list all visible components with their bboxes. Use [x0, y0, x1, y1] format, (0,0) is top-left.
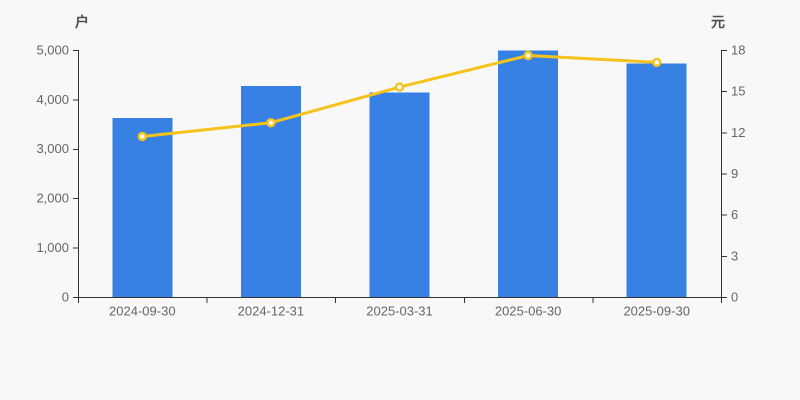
left-axis-tick-label: 2,000: [36, 191, 69, 206]
x-axis-label: 2025-06-30: [495, 303, 562, 318]
bar-2025-03-31[interactable]: [369, 92, 430, 297]
left-axis-tick-label: 0: [62, 289, 69, 304]
right-axis-tick-label: 18: [731, 42, 745, 57]
left-axis-name: 户: [75, 14, 89, 30]
right-axis-tick-label: 12: [731, 125, 745, 140]
line-point-2025-03-31[interactable]: [394, 82, 405, 92]
left-axis-tick-label: 3,000: [36, 141, 69, 156]
left-axis-tick-label: 4,000: [36, 92, 69, 107]
right-axis-tick-label: 15: [731, 84, 745, 99]
right-axis-tick-label: 9: [731, 166, 738, 181]
x-axis-label: 2024-09-30: [109, 303, 176, 318]
x-axis-label: 2025-09-30: [623, 303, 690, 318]
left-axis-tick-label: 1,000: [36, 240, 69, 255]
right-axis-tick-label: 6: [731, 207, 738, 222]
bar-2024-09-30[interactable]: [112, 118, 173, 297]
bar-2025-06-30[interactable]: [498, 50, 559, 297]
x-axis-label: 2025-03-31: [366, 303, 433, 318]
right-axis-tick-label: 3: [731, 248, 738, 263]
x-axis-label: 2024-12-31: [238, 303, 305, 318]
line-point-2025-06-30[interactable]: [523, 50, 533, 61]
left-axis-tick-label: 5,000: [36, 42, 69, 57]
bar-2025-09-30[interactable]: [626, 63, 687, 298]
right-axis-name: 元: [711, 14, 725, 30]
line-point-2025-09-30[interactable]: [651, 57, 662, 68]
right-axis-tick-label: 0: [731, 289, 738, 304]
line-point-2024-12-31[interactable]: [266, 117, 276, 128]
line-point-2024-09-30[interactable]: [137, 131, 148, 142]
